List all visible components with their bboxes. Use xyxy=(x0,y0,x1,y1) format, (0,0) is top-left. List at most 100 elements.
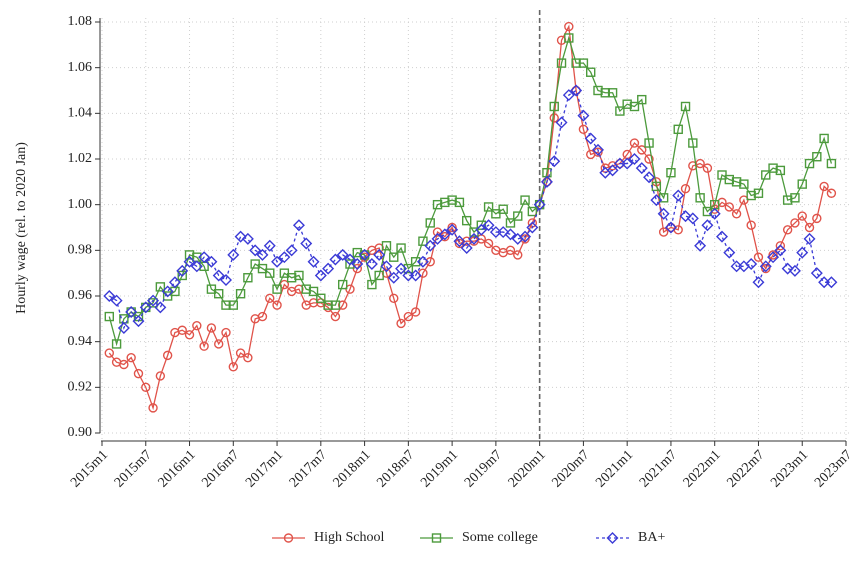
data-point xyxy=(520,234,530,244)
data-point xyxy=(790,193,800,203)
data-point xyxy=(432,199,443,210)
data-point xyxy=(265,268,275,278)
data-point xyxy=(819,133,829,144)
data-point xyxy=(234,230,247,243)
data-point xyxy=(739,179,749,189)
data-point xyxy=(644,138,654,148)
data-point xyxy=(564,33,574,43)
data-point xyxy=(257,311,268,322)
data-point xyxy=(454,197,465,208)
data-point xyxy=(148,403,158,413)
data-point xyxy=(542,177,552,187)
data-point xyxy=(301,284,311,294)
data-point xyxy=(307,255,320,268)
data-point xyxy=(241,232,254,245)
data-point xyxy=(775,241,786,251)
data-point xyxy=(607,88,618,98)
data-point xyxy=(418,236,428,246)
data-point xyxy=(286,273,297,283)
data-point xyxy=(782,225,793,235)
y-tick-label: 1.08 xyxy=(68,14,93,29)
data-point xyxy=(176,264,189,277)
data-point xyxy=(686,212,699,225)
data-point xyxy=(177,325,187,335)
data-point xyxy=(629,138,640,148)
data-point xyxy=(819,181,829,192)
data-point xyxy=(155,371,166,381)
data-point xyxy=(453,235,466,248)
data-point xyxy=(708,207,721,220)
data-point xyxy=(534,199,545,210)
data-point xyxy=(790,218,800,228)
data-point xyxy=(192,320,202,331)
data-point xyxy=(271,255,284,268)
data-point xyxy=(373,248,386,261)
data-point xyxy=(513,250,523,260)
data-point xyxy=(446,223,459,236)
data-point xyxy=(227,248,240,261)
data-point xyxy=(147,294,160,307)
data-point xyxy=(447,222,457,233)
data-point xyxy=(431,232,444,245)
data-point xyxy=(615,106,625,116)
data-point xyxy=(788,264,801,277)
data-point xyxy=(513,211,523,221)
y-tick-label: 0.94 xyxy=(68,334,93,349)
data-point xyxy=(359,250,370,260)
data-point xyxy=(104,348,114,358)
data-point xyxy=(628,153,641,165)
data-point xyxy=(168,276,181,289)
data-point xyxy=(409,269,422,282)
data-point xyxy=(702,163,713,173)
data-point xyxy=(111,339,122,349)
data-point xyxy=(338,300,348,310)
data-point xyxy=(505,218,516,228)
data-point xyxy=(804,158,815,169)
data-point xyxy=(497,226,510,239)
data-point xyxy=(396,243,406,253)
data-point xyxy=(768,250,778,260)
data-point xyxy=(672,189,685,202)
data-point xyxy=(578,58,589,68)
data-point xyxy=(300,237,313,250)
data-point xyxy=(381,241,392,251)
data-point xyxy=(410,307,421,317)
data-point xyxy=(447,195,457,205)
data-point xyxy=(265,293,275,303)
data-point xyxy=(272,284,282,294)
data-point xyxy=(812,213,822,224)
data-point xyxy=(723,246,736,259)
data-point xyxy=(199,341,209,351)
data-point xyxy=(214,289,224,299)
data-point xyxy=(658,227,669,237)
data-point xyxy=(395,262,408,275)
data-point xyxy=(243,352,253,363)
data-point xyxy=(680,183,691,194)
data-point xyxy=(154,301,167,314)
data-point xyxy=(555,116,568,129)
data-point xyxy=(615,158,625,169)
data-point xyxy=(316,293,326,303)
data-point xyxy=(285,244,298,257)
data-point xyxy=(161,285,174,298)
data-point xyxy=(753,252,764,262)
data-point xyxy=(540,175,553,188)
data-point xyxy=(797,211,807,221)
data-point xyxy=(416,255,429,268)
data-point xyxy=(228,300,238,310)
y-tick-label: 1.06 xyxy=(68,60,93,75)
data-point xyxy=(198,251,211,264)
data-point xyxy=(688,138,698,148)
data-point xyxy=(292,219,305,232)
data-point xyxy=(666,167,676,178)
legend-label: High School xyxy=(314,530,385,545)
data-point xyxy=(104,311,114,322)
data-point xyxy=(637,94,647,105)
data-point xyxy=(119,359,129,370)
data-point xyxy=(533,198,546,211)
data-point xyxy=(767,251,780,264)
data-point xyxy=(593,147,603,157)
data-point xyxy=(505,245,516,256)
data-point xyxy=(221,300,231,310)
